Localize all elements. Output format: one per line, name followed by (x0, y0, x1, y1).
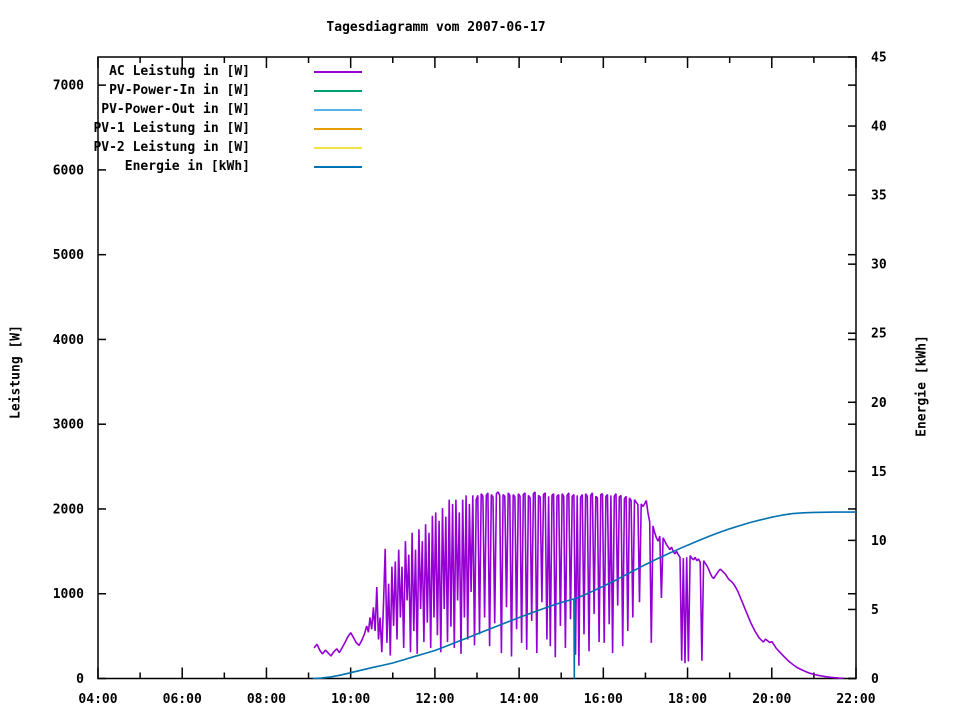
x-tick-label: 08:00 (247, 692, 286, 707)
y-right-tick-label: 10 (871, 534, 887, 549)
legend: AC Leistung in [W] PV-Power-In in [W] PV… (0, 62, 362, 176)
legend-line-sample (314, 127, 362, 130)
legend-line-sample (314, 70, 362, 73)
y-right-tick-label: 40 (871, 120, 887, 135)
y-right-tick-label: 30 (871, 258, 887, 273)
x-tick-label: 14:00 (500, 692, 539, 707)
legend-item-label: AC Leistung in [W] (109, 64, 250, 79)
x-tick-label: 10:00 (331, 692, 370, 707)
y-left-tick-label: 5000 (53, 248, 84, 263)
y-left-tick-label: 1000 (53, 587, 84, 602)
legend-item-label: Energie in [kWh] (124, 159, 250, 174)
y-left-tick-label: 0 (76, 672, 84, 687)
legend-line-sample (314, 89, 362, 92)
legend-line-sample (314, 108, 362, 111)
y-right-tick-label: 45 (871, 51, 887, 66)
y-right-tick-label: 20 (871, 396, 887, 411)
legend-item-label: PV-2 Leistung in [W] (93, 140, 250, 155)
series-energie-in-kwh- (312, 511, 856, 680)
x-tick-label: 18:00 (668, 692, 707, 707)
y-right-tick-label: 25 (871, 327, 887, 342)
legend-item-label: PV-1 Leistung in [W] (93, 121, 250, 136)
x-tick-label: 22:00 (836, 692, 875, 707)
y-left-tick-label: 2000 (53, 502, 84, 517)
legend-item: PV-2 Leistung in [W] (0, 138, 362, 157)
y-right-tick-label: 0 (871, 672, 879, 687)
legend-item: PV-1 Leistung in [W] (0, 119, 362, 138)
y-left-tick-label: 4000 (53, 333, 84, 348)
x-tick-label: 20:00 (752, 692, 791, 707)
x-tick-label: 06:00 (163, 692, 202, 707)
y-left-tick-label: 3000 (53, 418, 84, 433)
x-tick-label: 04:00 (78, 692, 117, 707)
x-tick-label: 16:00 (584, 692, 623, 707)
legend-item: Energie in [kWh] (0, 157, 362, 176)
x-tick-label: 12:00 (415, 692, 454, 707)
y-right-tick-label: 35 (871, 189, 887, 204)
y-left-tick-label: 7000 (53, 79, 84, 94)
legend-line-sample (314, 165, 362, 168)
y-right-tick-label: 15 (871, 465, 887, 480)
series-ac-leistung-in-w- (313, 491, 844, 679)
chart-title: Tagesdiagramm vom 2007-06-17 (326, 20, 546, 35)
legend-item-label: PV-Power-In in [W] (109, 83, 250, 98)
legend-item: PV-Power-In in [W] (0, 81, 362, 100)
y-right-tick-label: 5 (871, 603, 879, 618)
legend-item-label: PV-Power-Out in [W] (101, 102, 250, 117)
y-left-tick-label: 6000 (53, 163, 84, 178)
legend-item: PV-Power-Out in [W] (0, 100, 362, 119)
legend-line-sample (314, 146, 362, 149)
legend-item: AC Leistung in [W] (0, 62, 362, 81)
